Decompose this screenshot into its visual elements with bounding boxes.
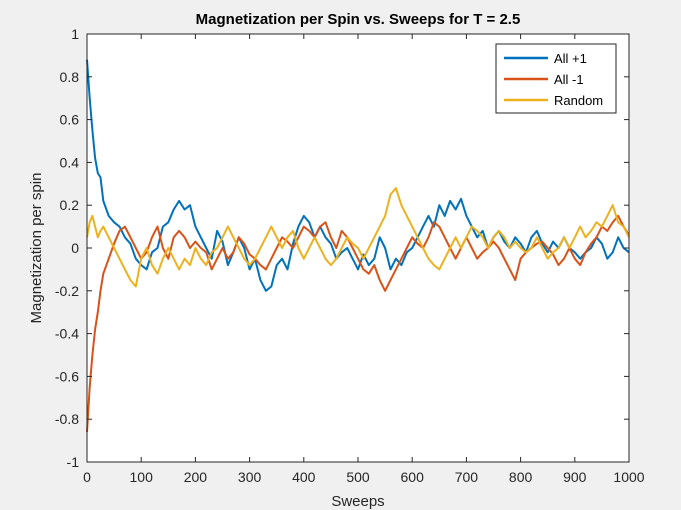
x-tick-label: 100 xyxy=(130,469,154,485)
x-tick-label: 500 xyxy=(346,469,370,485)
x-tick-label: 900 xyxy=(563,469,587,485)
x-tick-label: 300 xyxy=(238,469,262,485)
y-axis-ticks: 1 0.8 0.6 0.4 0.2 0 -0.2 -0.4 -0.6 -0.8 -1 xyxy=(55,26,629,470)
series-layer xyxy=(86,59,630,433)
legend-label: All -1 xyxy=(554,72,584,87)
x-tick-label: 0 xyxy=(83,469,91,485)
y-tick-label: 0 xyxy=(71,240,79,256)
y-tick-label: -0.4 xyxy=(55,326,79,342)
x-tick-label: 400 xyxy=(292,469,316,485)
x-tick-label: 800 xyxy=(509,469,533,485)
x-tick-label: 1000 xyxy=(613,469,644,485)
x-axis-ticks: 0 100 200 300 400 500 600 700 800 900 1000 xyxy=(83,34,645,485)
legend-label: All +1 xyxy=(554,51,587,66)
y-tick-label: -0.2 xyxy=(55,283,79,299)
series-line-all-1 xyxy=(86,214,630,433)
y-tick-label: 0.4 xyxy=(60,154,80,170)
legend: All +1 All -1 Random xyxy=(495,43,617,114)
y-tick-label: 0.6 xyxy=(60,112,80,128)
x-axis-label: Sweeps xyxy=(331,493,384,510)
legend-label: Random xyxy=(554,93,603,108)
y-tick-label: -0.8 xyxy=(55,411,79,427)
y-tick-label: 0.8 xyxy=(60,69,80,85)
x-tick-label: 700 xyxy=(455,469,479,485)
chart-title: Magnetization per Spin vs. Sweeps for T … xyxy=(196,11,521,28)
x-tick-label: 200 xyxy=(184,469,208,485)
y-tick-label: -0.6 xyxy=(55,368,79,384)
y-tick-label: 0.2 xyxy=(60,197,80,213)
y-tick-label: -1 xyxy=(67,454,80,470)
y-axis-label: Magnetization per spin xyxy=(28,173,45,324)
series-line-random xyxy=(86,187,630,288)
x-tick-label: 600 xyxy=(401,469,425,485)
y-tick-label: 1 xyxy=(71,26,79,42)
series-line-all-1 xyxy=(86,59,630,292)
